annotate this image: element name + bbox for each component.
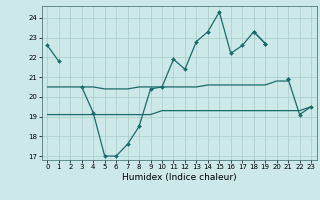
X-axis label: Humidex (Indice chaleur): Humidex (Indice chaleur)	[122, 173, 236, 182]
